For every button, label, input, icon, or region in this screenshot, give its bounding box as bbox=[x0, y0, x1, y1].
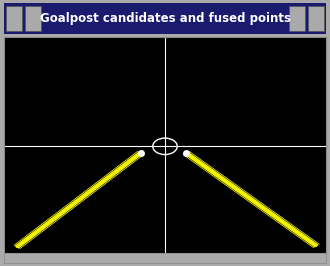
FancyBboxPatch shape bbox=[25, 6, 41, 31]
Text: Goalpost candidates and fused points: Goalpost candidates and fused points bbox=[40, 12, 290, 25]
FancyBboxPatch shape bbox=[289, 6, 305, 31]
FancyBboxPatch shape bbox=[6, 6, 22, 31]
FancyBboxPatch shape bbox=[308, 6, 324, 31]
